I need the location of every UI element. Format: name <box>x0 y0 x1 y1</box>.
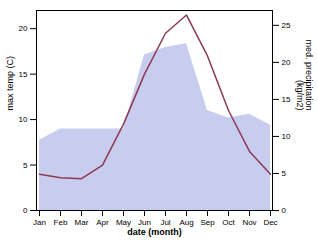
svg-text:15: 15 <box>19 70 28 79</box>
svg-text:10: 10 <box>282 132 291 141</box>
svg-text:25: 25 <box>282 21 291 30</box>
svg-text:Apr: Apr <box>96 218 109 227</box>
svg-text:0: 0 <box>23 206 28 215</box>
svg-text:Oct: Oct <box>222 218 235 227</box>
svg-text:15: 15 <box>282 95 291 104</box>
svg-text:Jun: Jun <box>138 218 151 228</box>
svg-text:date (month): date (month) <box>127 227 182 237</box>
svg-text:20: 20 <box>282 58 291 67</box>
svg-text:20: 20 <box>19 24 28 33</box>
svg-text:Dec: Dec <box>263 218 277 227</box>
svg-text:0: 0 <box>282 206 287 215</box>
svg-text:Jul: Jul <box>160 218 171 228</box>
svg-text:May: May <box>115 218 132 228</box>
svg-text:Feb: Feb <box>54 218 68 227</box>
svg-text:Aug: Aug <box>179 218 194 228</box>
svg-text:5: 5 <box>23 161 28 170</box>
svg-text:Sep: Sep <box>200 218 215 227</box>
svg-text:Nov: Nov <box>242 218 256 227</box>
svg-text:med. precipitation(kg/m2): med. precipitation(kg/m2) <box>295 39 314 110</box>
svg-text:max temp (C): max temp (C) <box>5 56 15 111</box>
svg-text:Mar: Mar <box>75 218 89 227</box>
svg-text:10: 10 <box>19 115 28 124</box>
svg-text:Jan: Jan <box>33 218 46 227</box>
svg-text:5: 5 <box>282 169 287 178</box>
